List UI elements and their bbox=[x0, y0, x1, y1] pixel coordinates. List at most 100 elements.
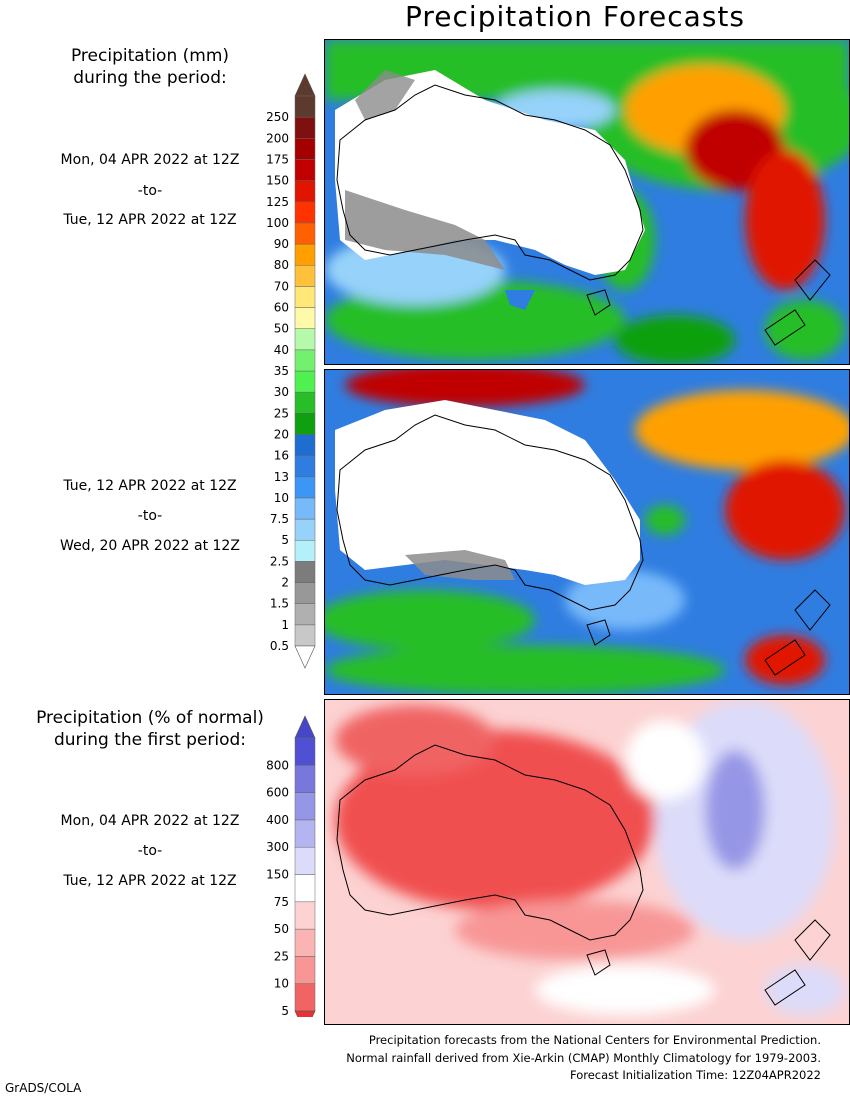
footer-line3: Forecast Initialization Time: 12Z04APR20… bbox=[570, 1068, 821, 1082]
colorbar-swatch bbox=[294, 737, 316, 766]
colorbar-cap-low bbox=[294, 645, 316, 669]
colorbar-swatch bbox=[294, 539, 316, 562]
colorbar-tick-label: 35 bbox=[274, 364, 289, 378]
colorbar-swatch bbox=[294, 434, 316, 456]
pct-legend-header-line1: Precipitation (% of normal) bbox=[36, 708, 264, 728]
colorbar-tick-label: 100 bbox=[266, 216, 289, 230]
colorbar-tick-label: 60 bbox=[274, 301, 289, 315]
colorbar-swatch bbox=[294, 518, 316, 541]
colorbar-tick-label: 2.5 bbox=[270, 554, 289, 568]
period2-sep: -to- bbox=[137, 508, 163, 524]
footer-line2: Normal rainfall derived from Xie-Arkin (… bbox=[346, 1050, 821, 1065]
colorbar-swatch bbox=[294, 901, 316, 930]
colorbar-swatch bbox=[294, 349, 316, 372]
colorbar-swatch bbox=[294, 582, 316, 604]
colorbar-tick-label: 175 bbox=[266, 152, 289, 166]
colorbar-swatch bbox=[294, 413, 316, 435]
colorbar-swatch bbox=[294, 264, 316, 287]
colorbar-swatch bbox=[294, 792, 316, 821]
colorbar-swatch bbox=[294, 928, 316, 957]
period3-start: Mon, 04 APR 2022 at 12Z bbox=[60, 813, 240, 829]
colorbar-swatch bbox=[294, 846, 316, 875]
mm-legend-header-line1: Precipitation (mm) bbox=[70, 46, 230, 66]
colorbar-cap-high bbox=[294, 73, 316, 97]
period1-start: Mon, 04 APR 2022 at 12Z bbox=[60, 152, 240, 168]
colorbar-tick-label: 1 bbox=[281, 618, 289, 632]
colorbar-tick-label: 800 bbox=[266, 758, 289, 772]
grads-credit: GrADS/COLA bbox=[5, 1081, 82, 1095]
colorbar-swatch bbox=[294, 328, 316, 351]
colorbar-tick-label: 0.5 bbox=[270, 639, 289, 653]
mm-legend-header-line2: during the period: bbox=[73, 68, 227, 88]
colorbar-swatch bbox=[294, 476, 316, 499]
colorbar-swatch bbox=[294, 874, 316, 903]
pct-legend-header: Precipitation (% of normal) during the f… bbox=[5, 707, 295, 751]
pct-legend-header-line2: during the first period: bbox=[53, 730, 247, 750]
colorbar-swatch bbox=[294, 222, 316, 245]
map-panel-week2 bbox=[324, 369, 850, 695]
period1-sep: -to- bbox=[137, 183, 163, 199]
footer-notes: Precipitation forecasts from the Nationa… bbox=[346, 1032, 821, 1085]
colorbar-tick-label: 25 bbox=[274, 406, 289, 420]
colorbar-swatch bbox=[294, 624, 316, 647]
colorbar-swatch bbox=[294, 956, 316, 984]
colorbar-swatch bbox=[294, 391, 316, 414]
colorbar-swatch bbox=[294, 95, 316, 118]
colorbar-tick-label: 50 bbox=[274, 922, 289, 936]
colorbar-tick-label: 5 bbox=[281, 533, 289, 547]
footer-line1: Precipitation forecasts from the Nationa… bbox=[368, 1033, 821, 1047]
period3-end: Tue, 12 APR 2022 at 12Z bbox=[63, 873, 237, 889]
colorbar-tick-label: 5 bbox=[281, 1004, 289, 1017]
colorbar-tick-label: 250 bbox=[266, 110, 289, 124]
colorbar-swatch bbox=[294, 307, 316, 329]
colorbar-swatch bbox=[294, 370, 316, 393]
colorbar-swatch bbox=[294, 819, 316, 848]
colorbar-tick-label: 80 bbox=[274, 258, 289, 272]
colorbar-swatch bbox=[294, 116, 316, 139]
map-panel-week1 bbox=[324, 39, 850, 365]
pct-colorbar: 5 10 25 50 75 150 300 400 600 800 bbox=[266, 715, 316, 1017]
colorbar-tick-label: 90 bbox=[274, 237, 289, 251]
colorbar-tick-label: 7.5 bbox=[270, 512, 289, 526]
colorbar-tick-label: 13 bbox=[274, 470, 289, 484]
colorbar-swatch bbox=[294, 138, 316, 160]
colorbar-tick-label: 50 bbox=[274, 322, 289, 336]
colorbar-swatch bbox=[294, 243, 316, 266]
colorbar-swatch bbox=[294, 497, 316, 520]
colorbar-tick-label: 125 bbox=[266, 195, 289, 209]
colorbar-swatch bbox=[294, 201, 316, 224]
colorbar-tick-label: 10 bbox=[274, 977, 289, 991]
page-title: Precipitation Forecasts bbox=[405, 0, 745, 33]
colorbar-swatch bbox=[294, 561, 316, 583]
colorbar-tick-label: 16 bbox=[274, 449, 289, 463]
colorbar-tick-label: 2 bbox=[281, 576, 289, 590]
colorbar-cap-low bbox=[294, 1010, 316, 1017]
period1-end: Tue, 12 APR 2022 at 12Z bbox=[63, 212, 237, 228]
colorbar-swatch bbox=[294, 603, 316, 626]
colorbar-swatch bbox=[294, 983, 316, 1012]
colorbar-swatch bbox=[294, 765, 316, 793]
colorbar-tick-label: 400 bbox=[266, 813, 289, 827]
colorbar-tick-label: 75 bbox=[274, 895, 289, 909]
colorbar-swatch bbox=[294, 455, 316, 478]
colorbar-tick-label: 150 bbox=[266, 868, 289, 882]
map-panel-percent-normal bbox=[324, 699, 850, 1025]
period2-start: Tue, 12 APR 2022 at 12Z bbox=[63, 478, 237, 494]
colorbar-tick-label: 1.5 bbox=[270, 597, 289, 611]
colorbar-tick-label: 10 bbox=[274, 491, 289, 505]
colorbar-swatch bbox=[294, 159, 316, 181]
mm-legend-header: Precipitation (mm) during the period: bbox=[5, 45, 295, 89]
colorbar-swatch bbox=[294, 286, 316, 308]
colorbar-cap-high bbox=[294, 715, 316, 739]
colorbar-tick-label: 70 bbox=[274, 279, 289, 293]
colorbar-swatch bbox=[294, 180, 316, 203]
colorbar-tick-label: 40 bbox=[274, 343, 289, 357]
period2-end: Wed, 20 APR 2022 at 12Z bbox=[60, 538, 240, 554]
colorbar-tick-label: 600 bbox=[266, 786, 289, 800]
colorbar-tick-label: 25 bbox=[274, 949, 289, 963]
colorbar-tick-label: 20 bbox=[274, 427, 289, 441]
period3-sep: -to- bbox=[137, 843, 163, 859]
colorbar-tick-label: 150 bbox=[266, 174, 289, 188]
colorbar-tick-label: 200 bbox=[266, 131, 289, 145]
mm-colorbar: 0.5 1 1.5 2 2.5 5 7.5 10 13 16 20 25 30 35 40 50 60 70 80 9… bbox=[266, 73, 316, 669]
